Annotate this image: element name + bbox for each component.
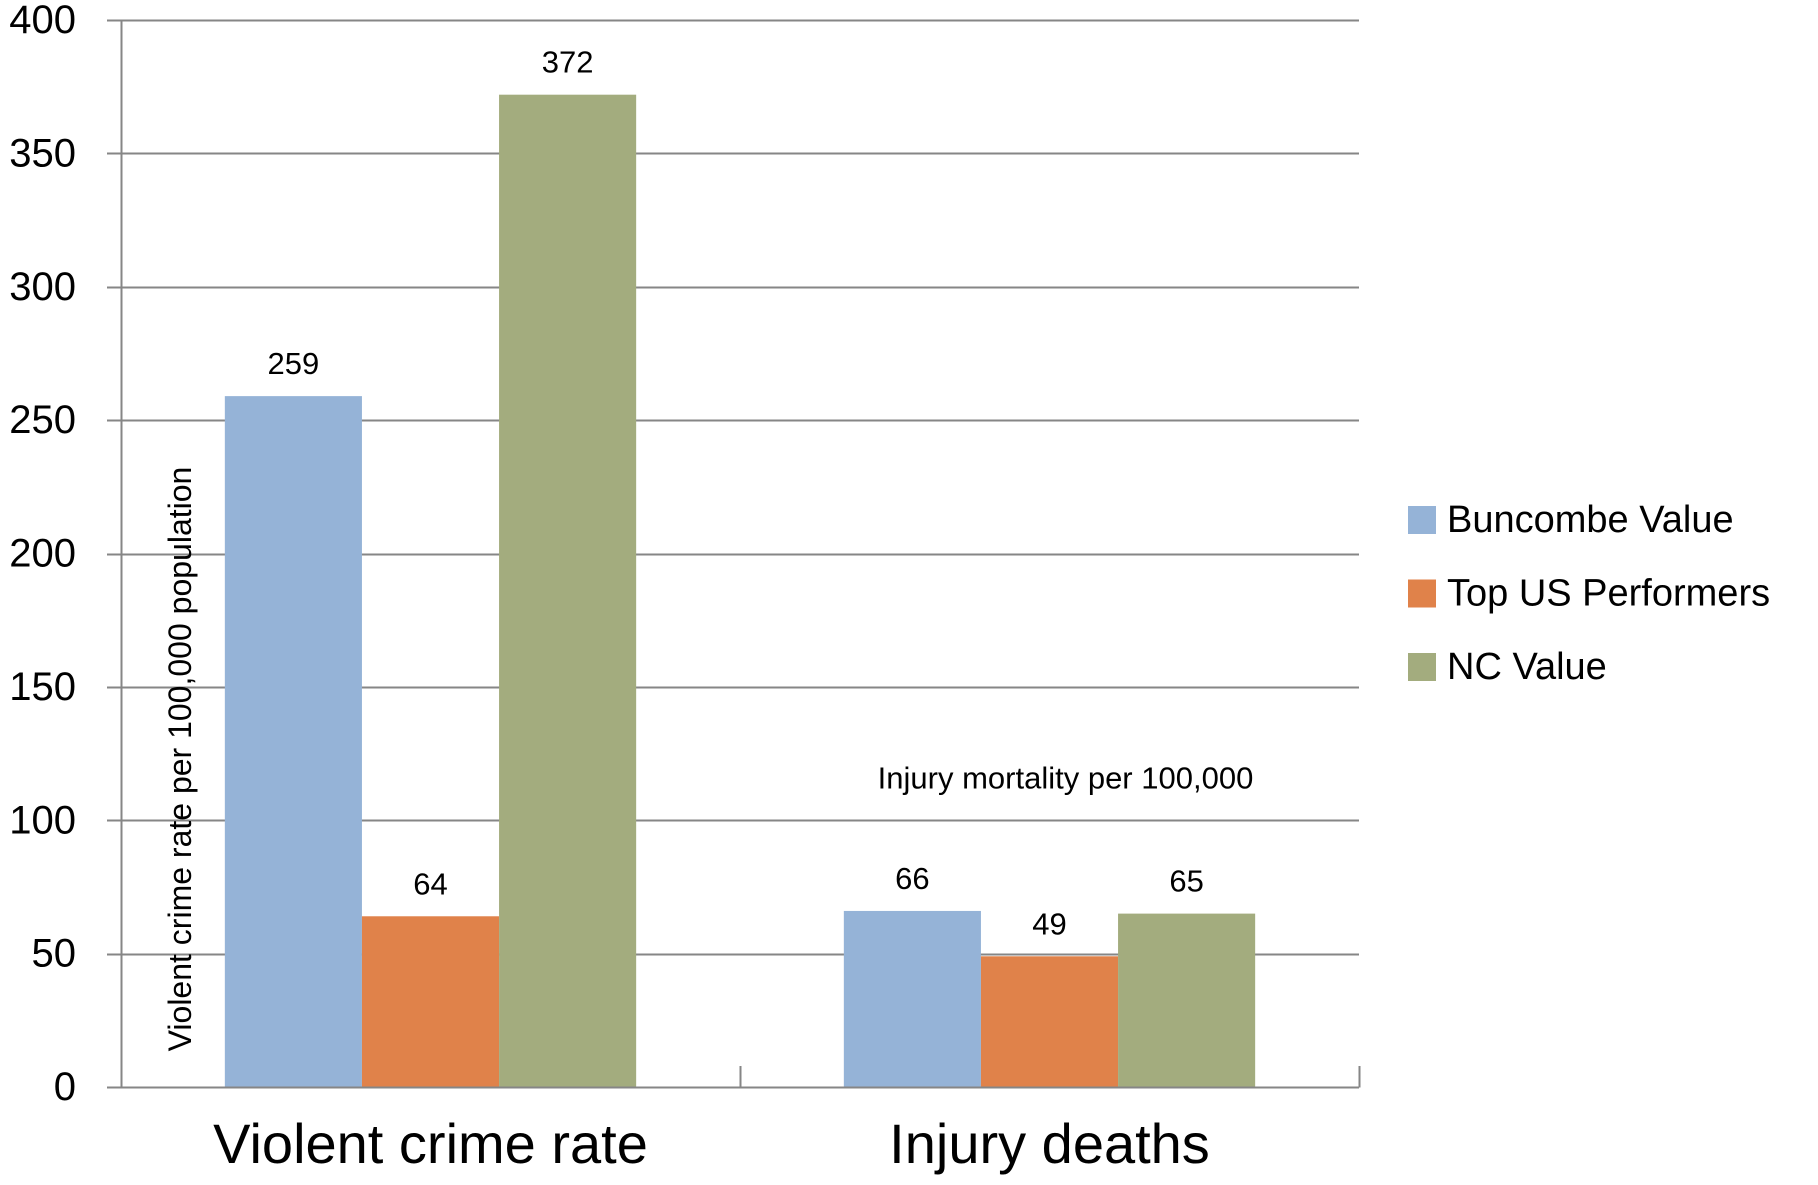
data-label-violent-crime-rate-buncombe-value: 259 (268, 346, 320, 381)
x-category-labels: Violent crime rate Injury deaths (213, 1112, 1210, 1175)
y-tick-label-0: 0 (54, 1065, 76, 1109)
legend-label-buncombe-value: Buncombe Value (1447, 499, 1734, 541)
y-tick-label-100: 100 (9, 798, 76, 842)
y-tick-label-350: 350 (9, 131, 76, 175)
x-category-label-violent-crime-rate: Violent crime rate (213, 1112, 648, 1175)
y-axis-label: Violent crime rate per 100,000 populatio… (162, 467, 198, 1052)
legend-swatch-top-us-performers (1408, 579, 1436, 608)
bar-violent-crime-rate-nc-value (499, 94, 637, 1087)
legend-item-top-us-performers: Top US Performers (1408, 573, 1770, 615)
data-label-injury-deaths-nc-value: 65 (1169, 864, 1203, 899)
y-tick-label-300: 300 (9, 265, 76, 309)
data-label-violent-crime-rate-top-us-performers: 64 (413, 866, 447, 901)
y-tick-label-200: 200 (9, 532, 76, 576)
y-tick-label-50: 50 (32, 932, 77, 976)
data-label-injury-deaths-buncombe-value: 66 (895, 861, 929, 896)
legend-label-nc-value: NC Value (1447, 646, 1607, 688)
y-axis-ticks: 0 50 100 150 200 250 300 350 400 (9, 0, 121, 1109)
y-tick-label-150: 150 (9, 665, 76, 709)
legend-item-nc-value: NC Value (1408, 646, 1607, 688)
axes (107, 20, 1361, 1089)
y-tick-label-250: 250 (9, 398, 76, 442)
legend: Buncombe Value Top US Performers NC Value (1408, 499, 1770, 688)
bar-violent-crime-rate-buncombe-value (224, 396, 362, 1087)
legend-item-buncombe-value: Buncombe Value (1408, 499, 1734, 541)
data-label-violent-crime-rate-nc-value: 372 (542, 45, 594, 80)
bar-injury-deaths-nc-value (1118, 913, 1256, 1087)
legend-swatch-buncombe-value (1408, 506, 1436, 534)
data-labels: 259 64 372 66 49 65 (268, 45, 1204, 942)
bar-injury-deaths-top-us-performers (980, 956, 1119, 1087)
bars (224, 94, 1256, 1087)
x-category-label-injury-deaths: Injury deaths (889, 1112, 1210, 1175)
y-tick-label-400: 400 (9, 0, 76, 42)
bar-violent-crime-rate-top-us-performers (361, 916, 500, 1087)
data-label-injury-deaths-top-us-performers: 49 (1032, 906, 1066, 941)
legend-swatch-nc-value (1408, 653, 1436, 681)
annotation-injury-mortality-per-100-000: Injury mortality per 100,000 (878, 761, 1254, 796)
legend-label-top-us-performers: Top US Performers (1447, 573, 1770, 615)
bar-injury-deaths-buncombe-value (843, 910, 981, 1087)
